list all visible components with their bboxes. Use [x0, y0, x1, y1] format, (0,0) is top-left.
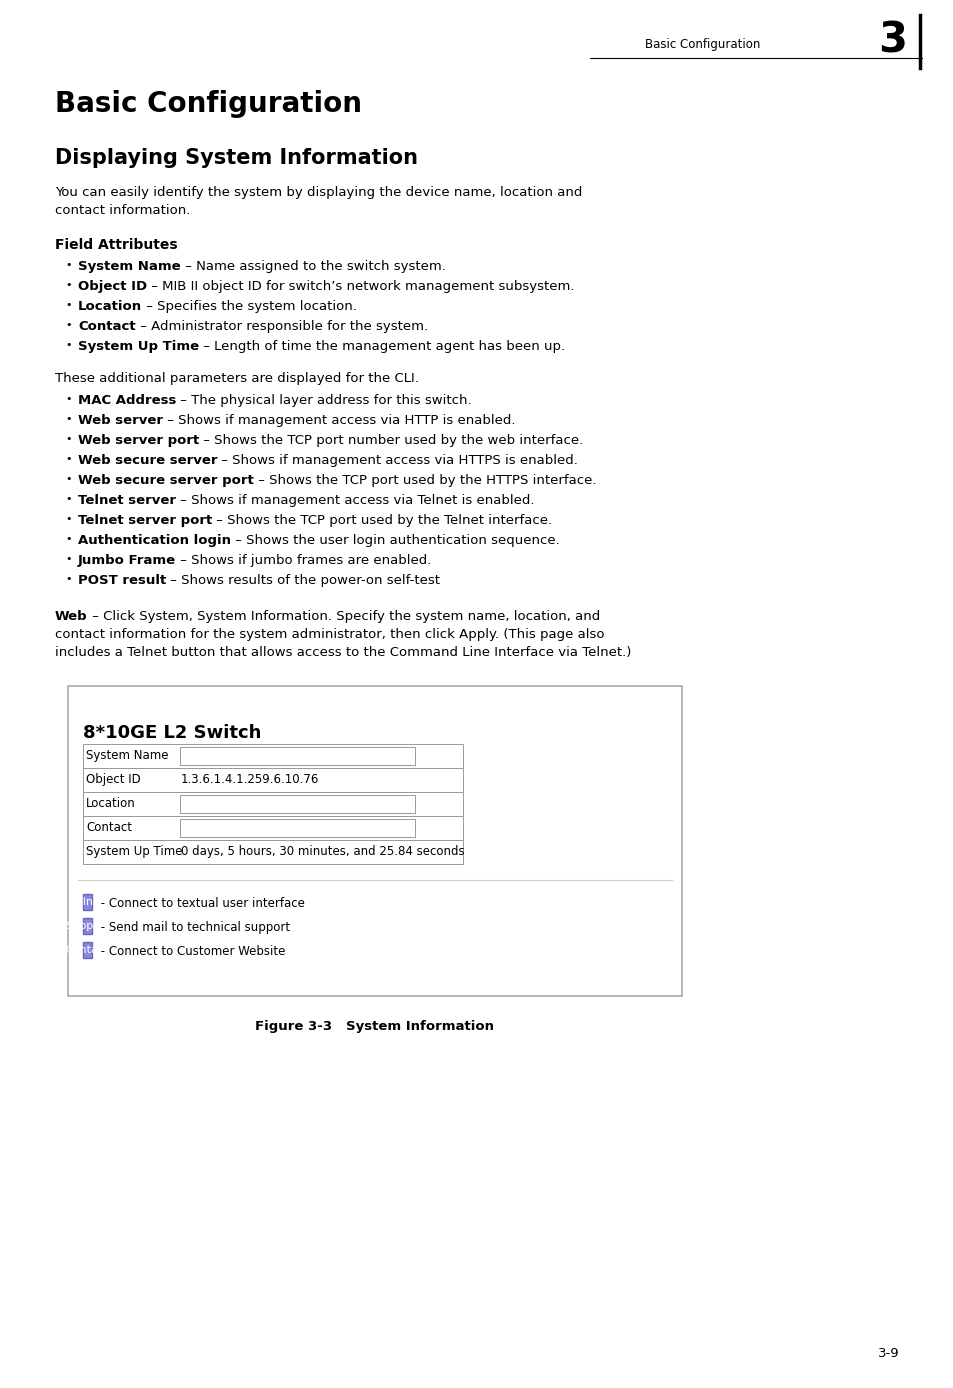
Text: – Shows the TCP port used by the HTTPS interface.: – Shows the TCP port used by the HTTPS i…	[253, 473, 596, 487]
Text: •: •	[65, 394, 71, 404]
Text: Web secure server port: Web secure server port	[78, 473, 253, 487]
Bar	[83, 894, 91, 911]
Text: Displaying System Information: Displaying System Information	[55, 149, 417, 168]
Bar	[68, 686, 681, 997]
Text: Object ID: Object ID	[86, 773, 141, 786]
Bar	[83, 942, 91, 958]
Text: Location: Location	[86, 797, 135, 811]
Text: – Shows the user login authentication sequence.: – Shows the user login authentication se…	[231, 534, 559, 547]
Text: MAC Address: MAC Address	[78, 394, 176, 407]
Text: System Name: System Name	[78, 260, 180, 273]
Text: – Administrator responsible for the system.: – Administrator responsible for the syst…	[135, 321, 427, 333]
Text: – Shows results of the power-on self-test: – Shows results of the power-on self-tes…	[166, 575, 439, 587]
Text: •: •	[65, 575, 71, 584]
Text: Telnet server: Telnet server	[78, 494, 175, 507]
Text: •: •	[65, 414, 71, 423]
Text: – Shows if management access via HTTP is enabled.: – Shows if management access via HTTP is…	[163, 414, 515, 428]
Text: Contact: Contact	[78, 321, 135, 333]
Text: contact information.: contact information.	[55, 204, 191, 217]
Bar	[180, 819, 415, 837]
Text: - Connect to textual user interface: - Connect to textual user interface	[97, 897, 305, 911]
Bar	[83, 768, 462, 793]
Text: – Shows the TCP port used by the Telnet interface.: – Shows the TCP port used by the Telnet …	[212, 514, 552, 527]
Text: Jumbo Frame: Jumbo Frame	[78, 554, 176, 568]
Text: These additional parameters are displayed for the CLI.: These additional parameters are displaye…	[55, 372, 418, 384]
Text: Contact: Contact	[86, 820, 132, 834]
Text: 0 days, 5 hours, 30 minutes, and 25.84 seconds: 0 days, 5 hours, 30 minutes, and 25.84 s…	[181, 845, 464, 858]
Bar	[180, 747, 415, 765]
Text: – Name assigned to the switch system.: – Name assigned to the switch system.	[180, 260, 445, 273]
Bar	[83, 816, 462, 840]
Text: Authentication login: Authentication login	[78, 534, 231, 547]
Text: •: •	[65, 300, 71, 310]
Text: – MIB II object ID for switch’s network management subsystem.: – MIB II object ID for switch’s network …	[147, 280, 574, 293]
Text: – Shows if jumbo frames are enabled.: – Shows if jumbo frames are enabled.	[176, 554, 431, 568]
Text: •: •	[65, 321, 71, 330]
Text: - Send mail to technical support: - Send mail to technical support	[97, 922, 290, 934]
Text: Contact: Contact	[66, 945, 109, 955]
Text: – Length of time the management agent has been up.: – Length of time the management agent ha…	[199, 340, 565, 353]
Text: •: •	[65, 554, 71, 564]
Text: – The physical layer address for this switch.: – The physical layer address for this sw…	[176, 394, 472, 407]
Text: Web server port: Web server port	[78, 434, 199, 447]
Text: – Shows if management access via Telnet is enabled.: – Shows if management access via Telnet …	[175, 494, 534, 507]
Text: System Name: System Name	[86, 750, 169, 762]
Bar	[83, 793, 462, 816]
Text: Basic Configuration: Basic Configuration	[644, 37, 760, 50]
Text: System Up Time: System Up Time	[78, 340, 199, 353]
Text: •: •	[65, 534, 71, 544]
Text: Field Attributes: Field Attributes	[55, 237, 177, 253]
Text: – Shows if management access via HTTPS is enabled.: – Shows if management access via HTTPS i…	[217, 454, 578, 466]
Text: •: •	[65, 494, 71, 504]
Bar	[180, 795, 415, 813]
Text: 3: 3	[878, 19, 906, 61]
Text: Object ID: Object ID	[78, 280, 147, 293]
Text: •: •	[65, 514, 71, 525]
Text: contact information for the system administrator, then click Apply. (This page a: contact information for the system admin…	[55, 627, 604, 641]
Text: – Specifies the system location.: – Specifies the system location.	[142, 300, 356, 314]
Bar	[83, 917, 91, 934]
Text: Web server: Web server	[78, 414, 163, 428]
Text: includes a Telnet button that allows access to the Command Line Interface via Te: includes a Telnet button that allows acc…	[55, 645, 631, 659]
Bar	[83, 744, 462, 768]
Bar	[83, 840, 462, 863]
Text: •: •	[65, 454, 71, 464]
Text: •: •	[65, 260, 71, 271]
Text: You can easily identify the system by displaying the device name, location and: You can easily identify the system by di…	[55, 186, 581, 198]
Text: Location: Location	[78, 300, 142, 314]
Text: Figure 3-3   System Information: Figure 3-3 System Information	[255, 1020, 494, 1033]
Text: Telnet server port: Telnet server port	[78, 514, 212, 527]
Text: 8*10GE L2 Switch: 8*10GE L2 Switch	[83, 725, 261, 743]
Text: Support: Support	[66, 922, 110, 931]
Text: Telnet: Telnet	[71, 897, 104, 906]
Text: System Up Time: System Up Time	[86, 845, 182, 858]
Text: Basic Configuration: Basic Configuration	[55, 90, 361, 118]
Text: - Connect to Customer Website: - Connect to Customer Website	[97, 945, 285, 958]
Text: POST result: POST result	[78, 575, 166, 587]
Text: 3-9: 3-9	[878, 1346, 899, 1360]
Text: – Click System, System Information. Specify the system name, location, and: – Click System, System Information. Spec…	[88, 609, 599, 623]
Text: – Shows the TCP port number used by the web interface.: – Shows the TCP port number used by the …	[199, 434, 583, 447]
Text: •: •	[65, 434, 71, 444]
Text: •: •	[65, 340, 71, 350]
Text: Web secure server: Web secure server	[78, 454, 217, 466]
Text: •: •	[65, 473, 71, 484]
Text: •: •	[65, 280, 71, 290]
Text: 1.3.6.1.4.1.259.6.10.76: 1.3.6.1.4.1.259.6.10.76	[181, 773, 319, 786]
Text: Web: Web	[55, 609, 88, 623]
